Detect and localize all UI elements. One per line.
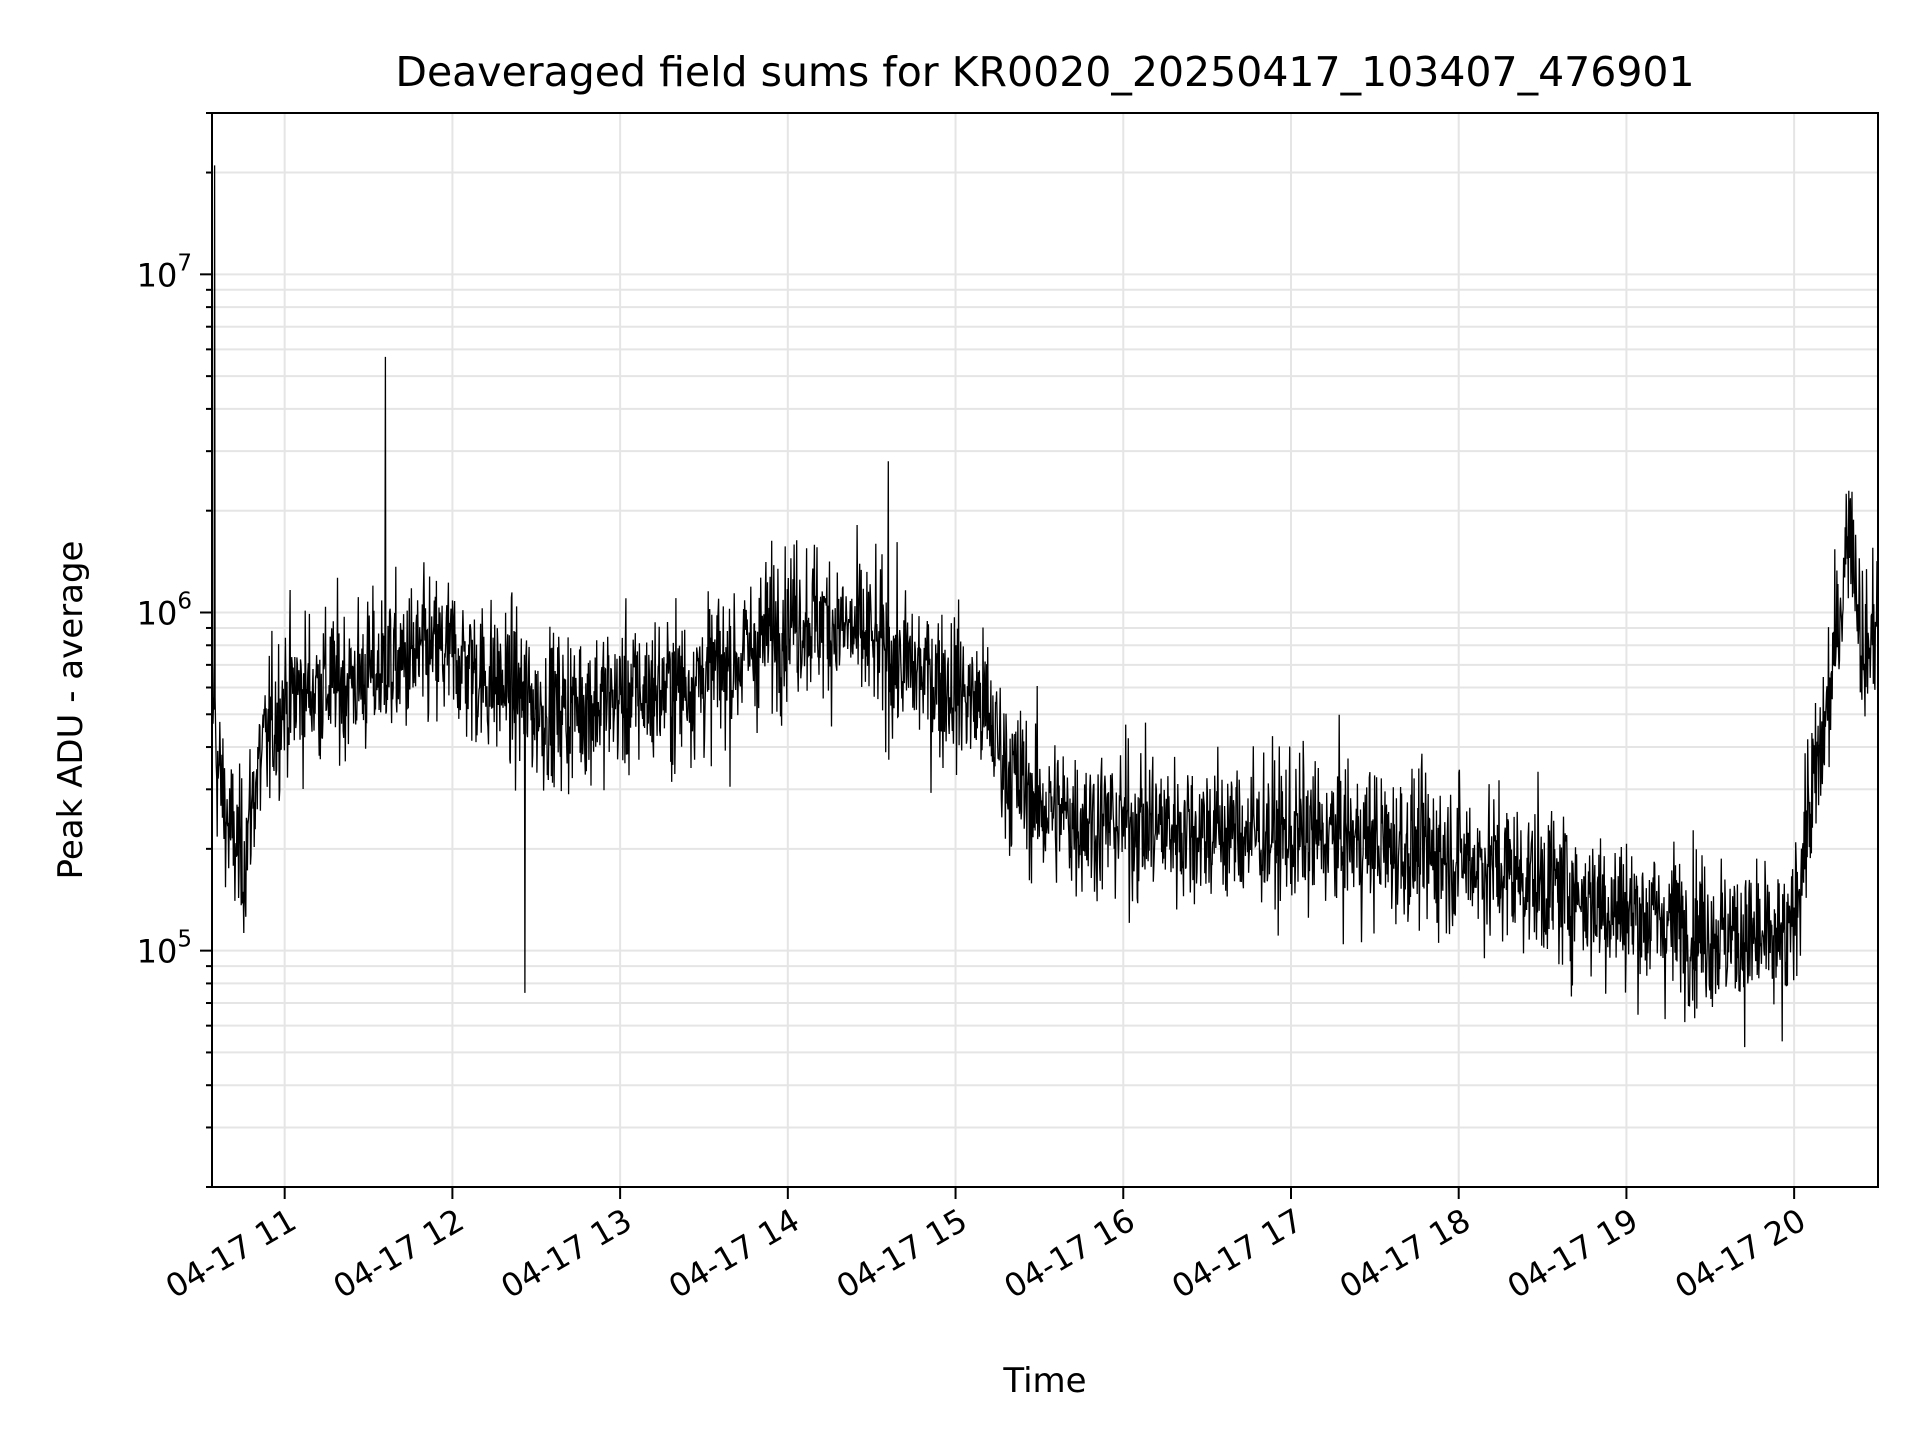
y-tick-label: 106 <box>137 588 192 632</box>
y-tick-exponent: 6 <box>177 588 192 614</box>
plot-frame <box>211 112 1879 1188</box>
y-tick-exponent: 7 <box>177 250 192 276</box>
chart-title: Deaveraged field sums for KR0020_2025041… <box>395 48 1694 96</box>
y-tick-exponent: 5 <box>177 927 192 953</box>
y-tick-base: 10 <box>137 256 178 294</box>
y-tick-base: 10 <box>137 594 178 632</box>
y-tick-label: 105 <box>137 927 192 971</box>
series-line <box>212 165 1878 1048</box>
y-axis-label: Peak ADU - average <box>51 541 91 880</box>
y-tick-label: 107 <box>137 250 192 294</box>
y-tick-base: 10 <box>137 933 178 971</box>
plot-area <box>212 165 1878 1048</box>
x-axis-label: Time <box>1002 1361 1086 1401</box>
